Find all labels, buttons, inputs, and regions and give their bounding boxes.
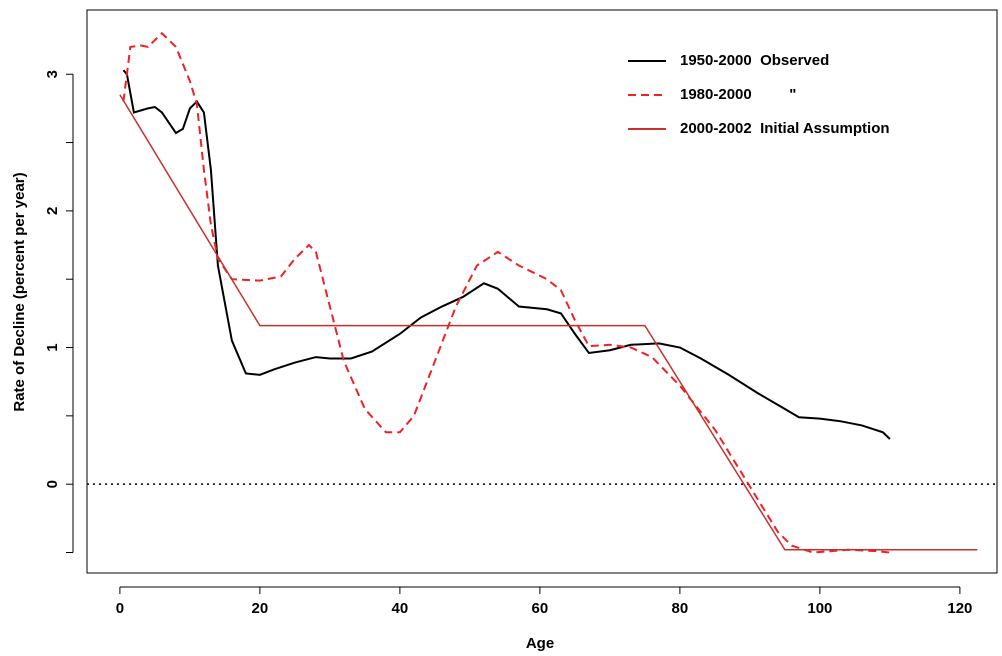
x-tick-label: 0: [116, 600, 124, 617]
x-tick-label: 100: [807, 600, 832, 617]
x-tick-label: 20: [252, 600, 269, 617]
series-line: [122, 69, 891, 440]
legend-label: 2000-2002 Initial Assumption: [680, 120, 890, 137]
x-axis-label: Age: [526, 635, 554, 652]
y-tick-label: 1: [44, 343, 61, 351]
legend-label: 1980-2000 ": [680, 86, 796, 103]
y-tick-label: 3: [44, 70, 61, 78]
series-line: [119, 94, 978, 551]
legend-label: 1950-2000 Observed: [680, 52, 829, 69]
x-tick-label: 40: [392, 600, 409, 617]
x-tick-label: 120: [947, 600, 972, 617]
y-tick-label: 0: [44, 480, 61, 488]
y-tick-label: 2: [44, 207, 61, 215]
y-axis-label: Rate of Decline (percent per year): [11, 172, 28, 411]
plot-frame: [86, 9, 998, 574]
x-tick-label: 80: [672, 600, 689, 617]
x-tick-label: 60: [532, 600, 549, 617]
series-line: [122, 31, 890, 554]
